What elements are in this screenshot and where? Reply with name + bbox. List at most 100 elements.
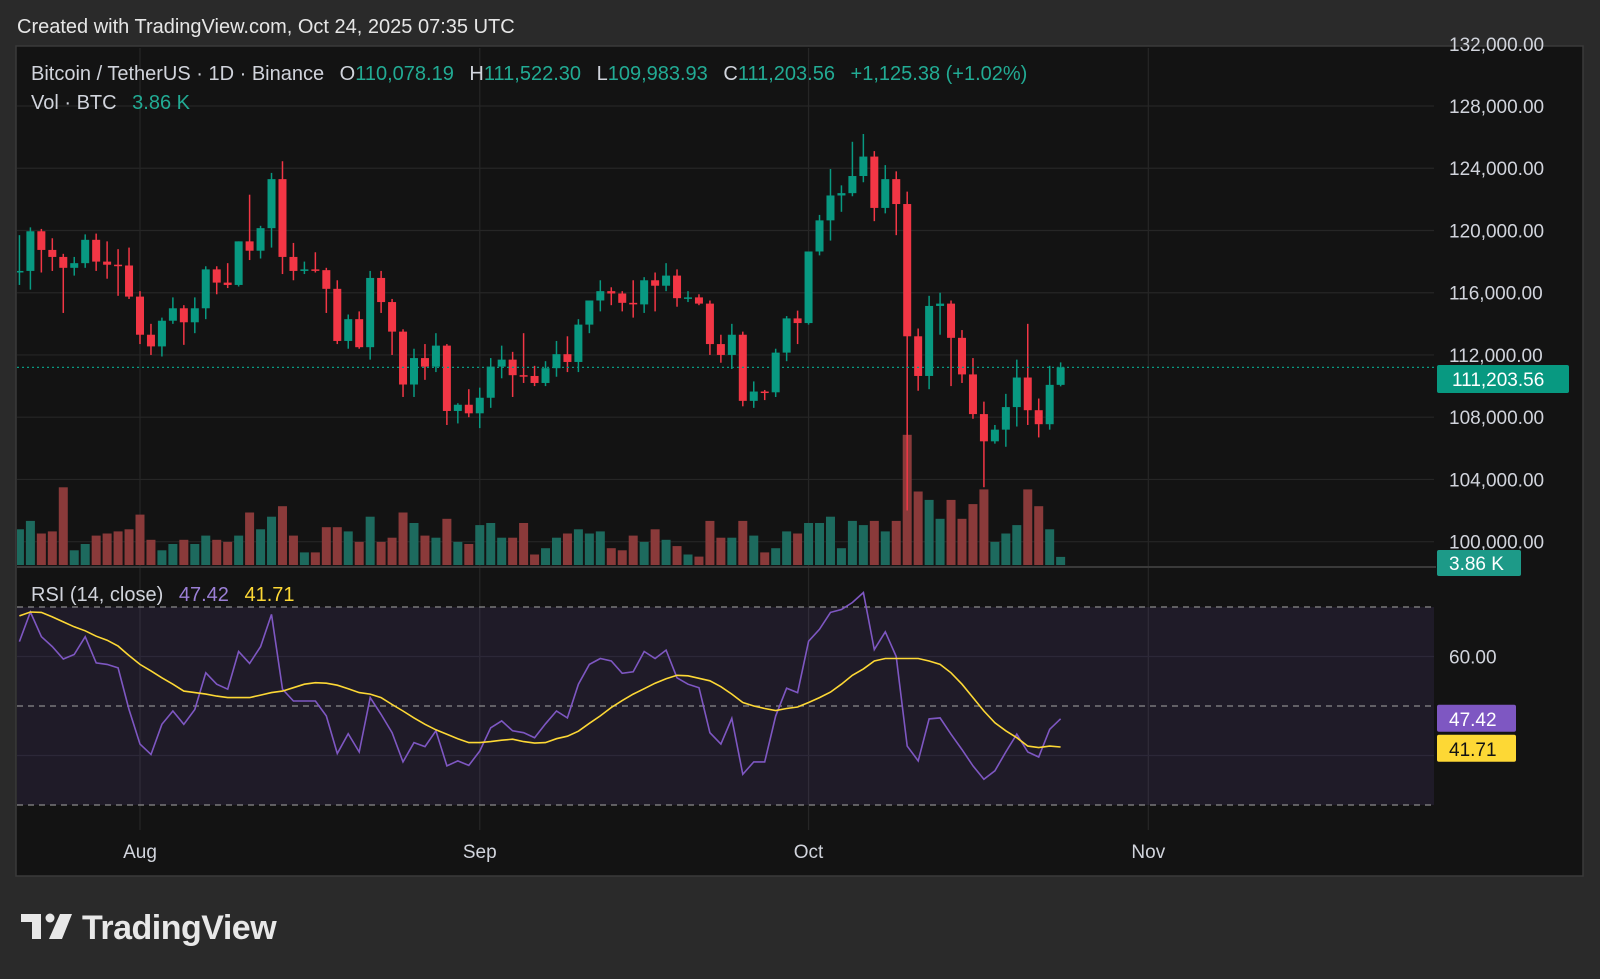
candle[interactable] xyxy=(168,297,177,324)
candle[interactable] xyxy=(431,333,440,373)
candle[interactable] xyxy=(442,344,451,425)
candle[interactable] xyxy=(1012,359,1021,427)
candle[interactable] xyxy=(355,311,364,349)
candle[interactable] xyxy=(377,270,386,313)
price-axis[interactable]: 132,000.00 128,000.00 124,000.00 120,000.00… xyxy=(1449,35,1544,554)
candle[interactable] xyxy=(541,361,550,387)
candle[interactable] xyxy=(870,151,879,222)
candle[interactable] xyxy=(925,295,934,390)
candle[interactable] xyxy=(782,316,791,362)
candle[interactable] xyxy=(760,389,769,401)
candlesticks[interactable] xyxy=(15,134,1065,511)
candle[interactable] xyxy=(990,424,999,444)
candle[interactable] xyxy=(300,261,309,275)
candle[interactable] xyxy=(552,340,561,377)
candle[interactable] xyxy=(1001,393,1010,447)
rsi-axis[interactable]: 60.00 47.42 41.71 xyxy=(1437,648,1516,762)
candle[interactable] xyxy=(793,310,802,345)
candle[interactable] xyxy=(190,297,199,334)
candle[interactable] xyxy=(157,317,166,357)
candle[interactable] xyxy=(475,387,484,429)
symbol-title[interactable]: Bitcoin / TetherUS · 1D · Binance xyxy=(31,63,324,85)
candle[interactable] xyxy=(81,234,90,268)
candle[interactable] xyxy=(201,266,210,320)
candle[interactable] xyxy=(979,401,988,488)
candle[interactable] xyxy=(344,314,353,349)
candle[interactable] xyxy=(311,252,320,273)
candle[interactable] xyxy=(771,348,780,397)
candle[interactable] xyxy=(399,329,408,397)
candle[interactable] xyxy=(59,253,68,313)
candle[interactable] xyxy=(968,358,977,419)
candle[interactable] xyxy=(684,291,692,303)
candle[interactable] xyxy=(70,256,79,276)
candle[interactable] xyxy=(1056,362,1065,387)
candle[interactable] xyxy=(574,319,583,373)
candle[interactable] xyxy=(48,238,57,271)
candle[interactable] xyxy=(804,251,813,325)
candle[interactable] xyxy=(596,280,605,312)
candle[interactable] xyxy=(705,300,714,355)
candle[interactable] xyxy=(903,191,912,511)
tradingview-logo[interactable]: TradingView xyxy=(21,909,278,947)
candle[interactable] xyxy=(366,270,375,360)
candle[interactable] xyxy=(848,141,857,197)
candle[interactable] xyxy=(223,263,232,289)
candle[interactable] xyxy=(486,358,495,408)
candle[interactable] xyxy=(662,263,671,292)
candle[interactable] xyxy=(629,280,638,318)
candle[interactable] xyxy=(585,300,594,334)
candle[interactable] xyxy=(716,334,725,363)
candle[interactable] xyxy=(245,194,254,261)
candle[interactable] xyxy=(26,227,35,290)
candle[interactable] xyxy=(530,365,539,387)
candle[interactable] xyxy=(464,389,473,418)
candle[interactable] xyxy=(607,287,616,306)
candle[interactable] xyxy=(1034,398,1043,438)
rsi-legend-label[interactable]: RSI (14, close) xyxy=(31,584,163,606)
candle[interactable] xyxy=(815,214,824,256)
candle[interactable] xyxy=(837,185,846,212)
candle[interactable] xyxy=(146,323,155,355)
candle[interactable] xyxy=(289,242,298,281)
candle[interactable] xyxy=(388,298,397,355)
candle[interactable] xyxy=(881,165,890,214)
candle[interactable] xyxy=(826,169,835,241)
candle[interactable] xyxy=(947,300,956,387)
candle[interactable] xyxy=(651,272,660,312)
time-axis[interactable]: Aug Sep Oct Nov xyxy=(123,842,1166,863)
candle[interactable] xyxy=(179,305,188,345)
candle[interactable] xyxy=(453,403,462,424)
candle[interactable] xyxy=(914,328,923,391)
candle[interactable] xyxy=(694,294,703,306)
candle[interactable] xyxy=(114,249,123,296)
candle[interactable] xyxy=(497,345,506,379)
candle[interactable] xyxy=(15,235,24,285)
candle[interactable] xyxy=(859,134,868,183)
candle[interactable] xyxy=(333,280,342,345)
candle[interactable] xyxy=(1023,323,1032,425)
candle[interactable] xyxy=(136,291,144,345)
candle[interactable] xyxy=(673,269,682,307)
candle[interactable] xyxy=(234,241,243,287)
candle[interactable] xyxy=(410,348,418,397)
volume-legend-label[interactable]: Vol · BTC xyxy=(31,92,117,114)
candle[interactable] xyxy=(563,336,572,373)
candle[interactable] xyxy=(322,267,331,313)
candle[interactable] xyxy=(92,233,101,271)
candle[interactable] xyxy=(618,291,627,312)
candle[interactable] xyxy=(892,171,901,236)
candle[interactable] xyxy=(212,266,221,295)
candle[interactable] xyxy=(936,292,945,335)
candle[interactable] xyxy=(420,344,429,380)
candle[interactable] xyxy=(125,247,134,299)
candle[interactable] xyxy=(519,333,528,383)
candle[interactable] xyxy=(749,381,758,408)
candle[interactable] xyxy=(640,277,649,313)
candle[interactable] xyxy=(267,172,276,248)
candle[interactable] xyxy=(727,323,736,369)
candle[interactable] xyxy=(278,161,287,275)
candle[interactable] xyxy=(256,225,265,259)
candle[interactable] xyxy=(1045,365,1054,430)
candle[interactable] xyxy=(738,331,747,407)
